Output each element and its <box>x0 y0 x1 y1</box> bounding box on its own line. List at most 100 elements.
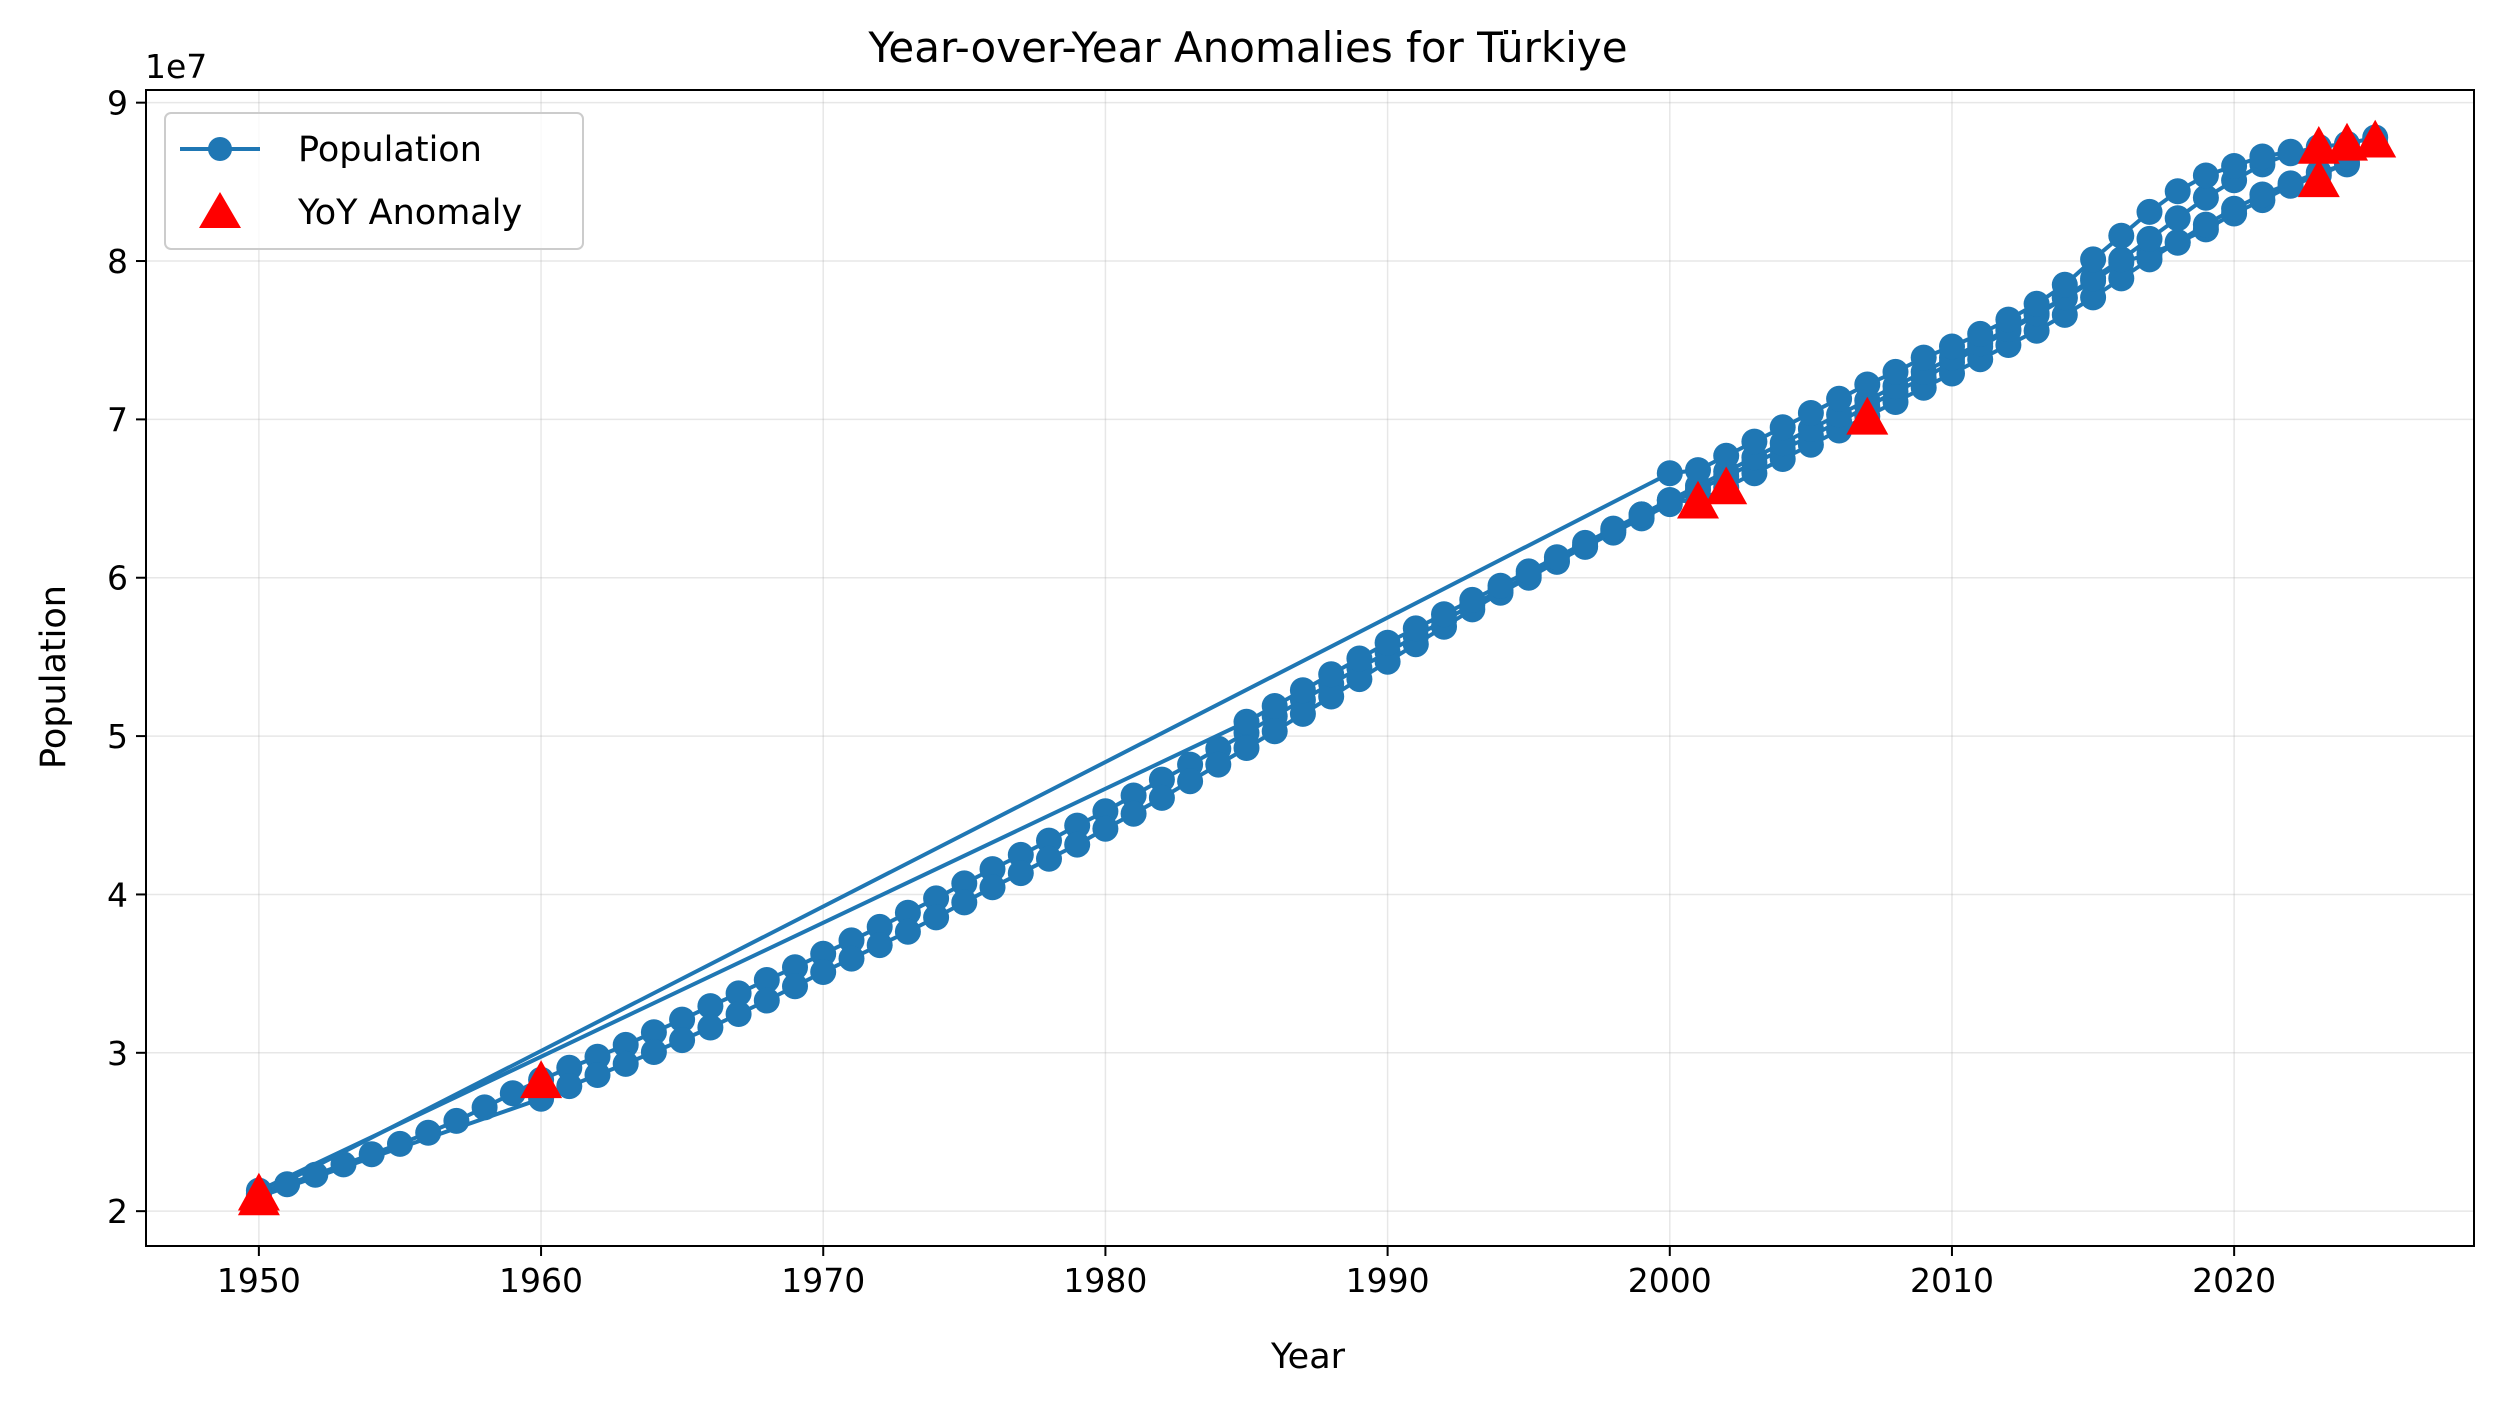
anomaly-marker <box>2354 119 2397 158</box>
population-point <box>838 927 865 954</box>
population-point <box>725 980 752 1007</box>
anomaly-marker <box>2297 159 2340 198</box>
population-point <box>1120 782 1147 809</box>
population-point <box>1289 700 1316 727</box>
population-point <box>894 899 921 926</box>
population-point <box>1826 385 1853 412</box>
population-point <box>1007 841 1034 868</box>
population-point <box>1854 371 1881 398</box>
population-point <box>612 1050 639 1077</box>
population-point <box>274 1171 301 1198</box>
population-point <box>1148 766 1175 793</box>
population-point <box>979 856 1006 883</box>
population-point <box>1656 460 1683 487</box>
population-point <box>2164 205 2191 232</box>
population-point <box>1346 645 1373 672</box>
population-point <box>923 885 950 912</box>
population-point <box>1995 306 2022 333</box>
population-point <box>2080 246 2107 273</box>
population-point <box>1205 751 1232 778</box>
anomaly-marker <box>2297 126 2340 164</box>
population-point <box>302 1161 329 1188</box>
anomaly-marker <box>520 1060 563 1099</box>
population-point <box>1431 601 1457 628</box>
population-point <box>2192 211 2219 238</box>
population-point <box>2080 265 2107 292</box>
y-axis-title: Population <box>34 585 74 769</box>
population-point <box>358 1141 385 1168</box>
population-point <box>1939 333 1965 360</box>
legend-population-marker-icon <box>208 137 232 161</box>
y-axis-ticks: 2 3 4 5 6 7 8 9 <box>107 84 146 1231</box>
population-point <box>2136 225 2163 252</box>
population-point <box>866 932 893 959</box>
population-point <box>810 959 837 985</box>
population-point <box>471 1094 498 1121</box>
population-point <box>1600 515 1627 542</box>
population-point <box>1318 661 1345 688</box>
legend-frame <box>164 112 584 250</box>
population-point <box>1064 812 1091 839</box>
population-point <box>1515 558 1542 585</box>
population-point <box>923 904 950 931</box>
x-tick-label: 2010 <box>1910 1261 1994 1300</box>
population-point <box>1769 414 1796 441</box>
population-point <box>669 1006 696 1033</box>
population-point <box>951 870 978 897</box>
population-point <box>2136 246 2163 273</box>
population-point <box>443 1107 470 1134</box>
x-tick-label: 1990 <box>1346 1261 1430 1300</box>
y-tick-label: 4 <box>107 875 128 914</box>
population-point <box>782 954 808 981</box>
population-point <box>1346 666 1373 693</box>
population-point <box>2249 181 2276 208</box>
population-point <box>1036 845 1062 872</box>
population-point <box>1233 708 1260 735</box>
y-axis-offset-label: 1e7 <box>145 47 207 86</box>
population-point <box>2108 265 2135 292</box>
y-tick-label: 8 <box>107 242 128 281</box>
population-point <box>1233 735 1260 761</box>
population-point <box>753 987 780 1014</box>
population-point <box>640 1039 667 1065</box>
population-point <box>330 1151 357 1178</box>
population-point <box>556 1073 583 1100</box>
anomaly-marker <box>2326 122 2368 161</box>
x-tick-label: 1970 <box>781 1261 865 1300</box>
population-point <box>1092 815 1119 842</box>
population-point <box>556 1054 583 1081</box>
population-point <box>1656 487 1683 514</box>
population-point <box>838 945 865 972</box>
population-point <box>2192 162 2219 189</box>
population-point <box>584 1043 611 1070</box>
population-point <box>1064 831 1091 858</box>
population-point <box>499 1080 526 1107</box>
legend-population-label: Population <box>298 130 482 170</box>
population-point <box>2249 143 2276 170</box>
population-point <box>1261 718 1288 745</box>
x-tick-label: 1960 <box>499 1261 583 1300</box>
population-point <box>2192 184 2219 211</box>
population-point <box>1797 400 1824 426</box>
x-tick-label: 1950 <box>217 1261 301 1300</box>
population-point <box>697 1014 724 1041</box>
population-point <box>1261 693 1288 719</box>
population-point <box>2164 178 2191 205</box>
population-point <box>2023 290 2050 317</box>
anomaly-marker <box>1846 396 1889 435</box>
y-tick-label: 3 <box>107 1034 128 1073</box>
population-point <box>951 889 978 916</box>
population-point <box>1882 358 1909 385</box>
y-tick-label: 5 <box>107 717 128 756</box>
chart-title: Year-over-Year Anomalies for Türkiye <box>867 23 1627 72</box>
x-tick-label: 2020 <box>2192 1261 2276 1300</box>
population-point <box>697 993 724 1020</box>
anomaly-layer <box>237 119 2397 1216</box>
population-point <box>1177 768 1204 795</box>
grid-lines <box>146 90 2474 1246</box>
population-point <box>1148 784 1175 811</box>
anomaly-marker <box>1705 466 1748 505</box>
population-point <box>2108 246 2135 273</box>
population-point <box>1628 501 1655 528</box>
